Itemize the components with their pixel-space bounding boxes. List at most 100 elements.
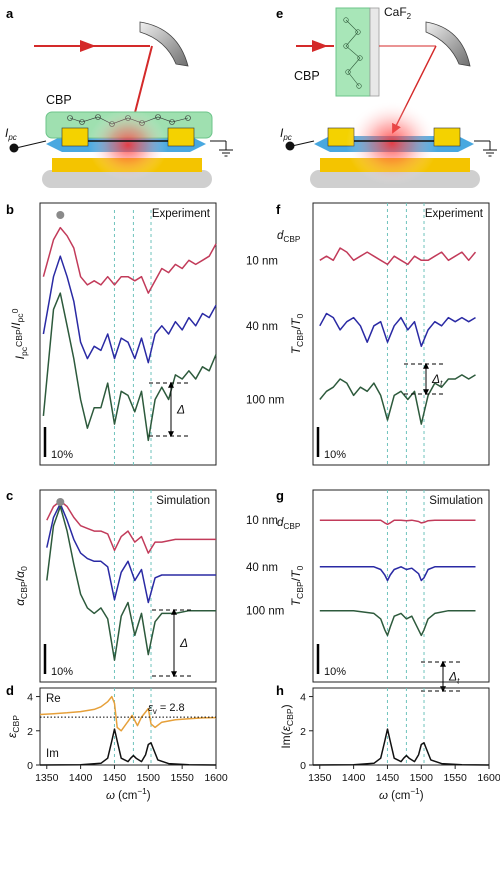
panel-label-g: g [276, 488, 284, 503]
source-contact [61, 127, 89, 147]
y-tick-label-h-1: 2 [300, 726, 306, 738]
x-tick-label-d-3: 1500 [137, 772, 161, 784]
series-line-c-2 [46, 505, 216, 661]
ground-symbol-e [483, 149, 497, 157]
series-line-f-0 [319, 247, 477, 266]
panel-label-h: h [276, 683, 284, 698]
ir-focus-glow-e [346, 101, 438, 185]
chart-h: Im(εCBP) 1350 1400 1450 1500 1550 1600 ω (cm−1)… [279, 687, 500, 802]
ir-focus-glow [88, 109, 168, 181]
terminal-dot [9, 143, 19, 153]
scale-bar-label-c: 10% [51, 666, 73, 678]
plot-frame-c [39, 489, 217, 683]
panel-label-a: a [6, 6, 14, 21]
x-tick-label-h-2: 1450 [376, 772, 400, 784]
y-axis-label-d: εCBP [5, 715, 21, 738]
cbp-label-e: CBP [294, 69, 320, 83]
panel-label-c: c [6, 488, 13, 503]
current-symbol: I [5, 126, 9, 140]
x-tick-label-d-1: 1400 [69, 772, 93, 784]
x-tick-label-h-0: 1350 [308, 772, 332, 784]
peak-marker-b [56, 211, 65, 219]
x-tick-label-d-5: 1600 [204, 772, 228, 784]
delta-label-c: Δ [179, 636, 188, 650]
delta-label-b: Δ [176, 403, 185, 417]
caf2-window [369, 7, 380, 97]
series-line-g-1 [319, 566, 476, 582]
scale-bar-label-b: 10% [51, 449, 73, 461]
series-label-f-0: 10 nm [246, 255, 278, 267]
cbp-label: CBP [46, 93, 72, 107]
plot-frame-b [39, 202, 217, 466]
series-line-d-1 [39, 728, 217, 766]
window-molecules [343, 17, 363, 89]
legend-title-f: dCBP [277, 230, 301, 244]
series-line-b-2 [42, 292, 217, 442]
legend-title-g: dCBP [277, 517, 301, 531]
peak-marker-c [56, 498, 65, 506]
chart-b: Experiment 10% IpcCBP/Ipc0 Δ [9, 202, 217, 466]
caf2-label: CaF2 [384, 5, 412, 21]
x-tick-label-d-4: 1550 [170, 772, 194, 784]
series-line-h-0 [312, 728, 490, 766]
series-label-f-1: 40 nm [246, 321, 278, 333]
current-symbol-e: I [280, 126, 284, 140]
y-tick-label-h-2: 4 [300, 692, 306, 704]
series-label-g-0: 10 nm [246, 515, 278, 527]
chart-title-f: Experiment [425, 208, 484, 220]
scale-bar-label-f: 10% [324, 449, 346, 461]
series-label-g-1: 40 nm [246, 562, 278, 574]
current-label-e: Ipc [280, 126, 292, 142]
y-tick-label-d-0: 0 [27, 760, 33, 772]
series-label-im: Im [46, 748, 59, 760]
y-axis-label-g: TCBP/T0 [289, 566, 305, 607]
schematic-e: e CBP CaF2 Ipc [276, 5, 497, 188]
plot-frame-f [312, 202, 490, 466]
panel-label-f: f [276, 202, 281, 217]
series-line-g-0 [319, 519, 476, 526]
series-line-b-1 [42, 255, 217, 364]
y-axis-label-c: αCBP/α0 [13, 566, 29, 606]
parabolic-mirror-e [425, 21, 471, 67]
ground-symbol [219, 149, 233, 157]
scale-bar-label-g: 10% [324, 666, 346, 678]
series-line-f-2 [319, 374, 476, 425]
x-axis-label-d: ω (cm−1) [106, 787, 151, 802]
x-axis-label-h: ω (cm−1) [379, 787, 424, 802]
y-axis-label-f: TCBP/T0 [289, 314, 305, 355]
chart-g: 10 nm 40 nm 100 nm Simulation dCBP 10% TCBP/T0… [246, 489, 490, 693]
delta-label-f: Δt [431, 372, 443, 388]
series-label-g-2: 100 nm [246, 606, 284, 618]
series-line-c-0 [46, 500, 216, 554]
current-label: Ipc [5, 126, 17, 142]
lead-left [15, 140, 47, 149]
y-axis-label-b: IpcCBP/Ipc0 [9, 308, 29, 359]
series-label-re: Re [46, 693, 61, 705]
plot-frame-g [312, 489, 490, 683]
x-tick-label-d-0: 1350 [35, 772, 59, 784]
series-line-c-1 [46, 502, 216, 604]
x-tick-label-h-3: 1500 [410, 772, 434, 784]
parabolic-mirror [139, 21, 189, 67]
series-line-b-0 [42, 226, 217, 294]
delta-label-g: Δt [448, 670, 460, 686]
panel-label-e: e [276, 6, 283, 21]
chart-d: εCBP 1350 1400 1450 1500 1550 1600 ω (cm−1) 0 2 4 ε… [5, 687, 228, 802]
series-line-g-2 [319, 609, 476, 637]
panel-label-d: d [6, 683, 14, 698]
drain-contact [167, 127, 195, 147]
x-tick-label-h-4: 1550 [443, 772, 467, 784]
y-tick-label-d-2: 4 [27, 692, 33, 704]
current-subscript: pc [7, 133, 16, 142]
current-subscript-e: pc [282, 133, 291, 142]
beam-arrow [80, 40, 96, 52]
terminal-dot-e [285, 141, 295, 151]
chart-f: 10 nm 40 nm 100 nm Experiment dCBP 10% TCBP/T0… [246, 202, 490, 466]
series-label-f-2: 100 nm [246, 395, 284, 407]
y-tick-label-d-1: 2 [27, 726, 33, 738]
series-line-d-0 [39, 695, 217, 732]
reference-label-d: εv = 2.8 [148, 702, 185, 716]
caf-subscript: 2 [407, 12, 412, 21]
x-tick-label-h-5: 1600 [477, 772, 500, 784]
